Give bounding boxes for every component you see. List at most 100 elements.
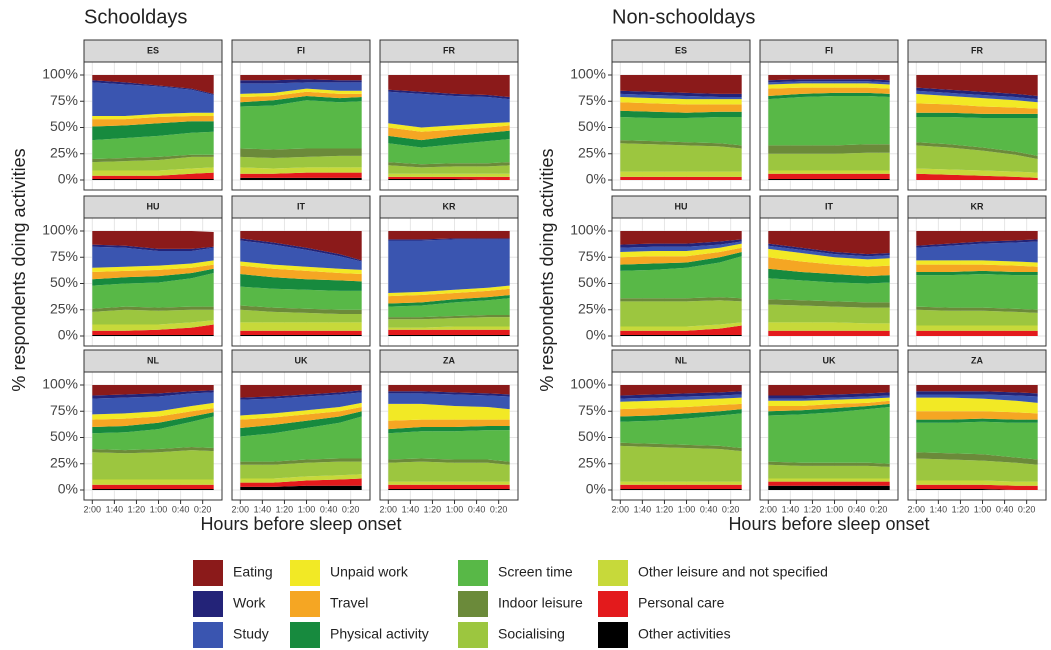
area <box>240 458 362 465</box>
legend-swatch <box>290 560 320 586</box>
area <box>768 245 890 260</box>
legend-swatch <box>193 591 223 617</box>
x-axis-title: Hours before sleep onset <box>728 514 929 534</box>
legend-label: Indoor leisure <box>498 595 583 611</box>
area <box>240 485 362 490</box>
area <box>92 488 214 490</box>
strip <box>611 39 751 63</box>
area <box>768 92 890 100</box>
legend-swatch <box>193 560 223 586</box>
y-tick-label: 50% <box>578 428 606 444</box>
area <box>240 238 362 262</box>
strip-title: ZA <box>971 355 983 365</box>
area <box>92 75 214 94</box>
area <box>388 285 510 297</box>
area <box>620 110 742 119</box>
area <box>916 385 1038 394</box>
strip <box>907 195 1047 219</box>
strip-title: FI <box>825 45 833 55</box>
area <box>768 75 890 81</box>
area <box>388 165 510 174</box>
area <box>768 170 890 174</box>
legend-swatch <box>290 591 320 617</box>
area <box>240 155 362 169</box>
area <box>388 239 510 293</box>
y-tick-label: 0% <box>586 481 606 497</box>
legend-label: Study <box>233 626 269 642</box>
area <box>620 102 742 113</box>
x-tick-label: 1:00 <box>678 504 696 514</box>
area <box>240 231 362 261</box>
area <box>92 115 214 127</box>
area <box>916 112 1038 119</box>
area <box>620 403 742 417</box>
area <box>916 239 1038 248</box>
area <box>240 148 362 158</box>
area <box>620 171 742 177</box>
area <box>240 407 362 429</box>
area <box>240 322 362 331</box>
y-tick-label: 25% <box>50 144 78 160</box>
area <box>620 409 742 422</box>
y-tick-label: 50% <box>578 274 606 290</box>
area <box>620 90 742 98</box>
legend-label: Other leisure and not specified <box>638 564 828 580</box>
area <box>620 97 742 105</box>
area <box>916 421 1038 460</box>
area <box>916 241 1038 263</box>
strip <box>907 39 1047 63</box>
area <box>916 325 1038 331</box>
x-tick-label: 0:20 <box>722 504 740 514</box>
area <box>92 450 214 480</box>
area <box>92 260 214 272</box>
area <box>240 167 362 174</box>
area <box>388 329 510 335</box>
area <box>240 261 362 275</box>
area <box>388 393 510 410</box>
legend-label: Eating <box>233 564 273 580</box>
area <box>240 390 362 400</box>
area <box>768 322 890 331</box>
area <box>240 478 362 487</box>
strip <box>231 39 371 63</box>
area <box>768 485 890 490</box>
area <box>240 474 362 483</box>
area <box>92 324 214 335</box>
y-tick-label: 50% <box>578 118 606 134</box>
x-tick-label: 0:20 <box>342 504 360 514</box>
area <box>388 481 510 485</box>
area <box>92 334 214 336</box>
area <box>620 442 742 452</box>
area <box>240 330 362 335</box>
y-tick-label: 25% <box>578 144 606 160</box>
area <box>916 264 1038 272</box>
y-tick-label: 25% <box>50 454 78 470</box>
strip <box>83 195 223 219</box>
x-tick-label: 2:00 <box>380 504 398 514</box>
area <box>388 326 510 330</box>
area <box>240 240 362 270</box>
y-tick-label: 50% <box>50 428 78 444</box>
area <box>620 252 742 271</box>
legend-label: Travel <box>330 595 368 611</box>
area <box>92 408 214 427</box>
area <box>768 96 890 146</box>
area <box>92 392 214 415</box>
area <box>388 89 510 100</box>
area <box>92 167 214 176</box>
strip-title: IT <box>297 201 306 211</box>
strip-title: IT <box>825 201 834 211</box>
area <box>620 243 742 258</box>
legend-label: Physical activity <box>330 626 429 642</box>
y-axis-title: % respondents doing activities <box>537 148 557 391</box>
area <box>620 325 742 335</box>
area <box>620 481 742 485</box>
area <box>388 173 510 177</box>
area <box>916 458 1038 482</box>
area <box>768 403 890 416</box>
area <box>620 397 742 410</box>
y-tick-label: 25% <box>578 454 606 470</box>
legend-swatch <box>458 560 488 586</box>
x-tick-label: 0:40 <box>848 504 866 514</box>
area <box>620 445 742 482</box>
